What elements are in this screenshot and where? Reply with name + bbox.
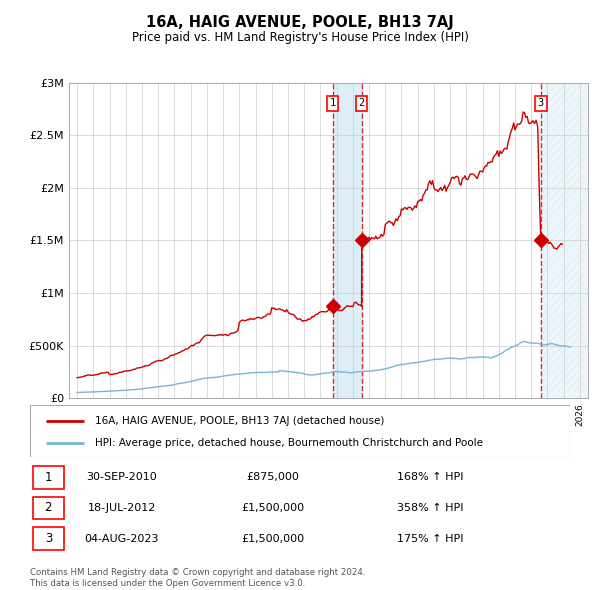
Text: 1: 1 xyxy=(44,471,52,484)
Bar xyxy=(541,83,588,398)
Text: 16A, HAIG AVENUE, POOLE, BH13 7AJ (detached house): 16A, HAIG AVENUE, POOLE, BH13 7AJ (detac… xyxy=(95,416,384,426)
Text: 2: 2 xyxy=(44,502,52,514)
Text: £1,500,000: £1,500,000 xyxy=(241,503,305,513)
Text: 358% ↑ HPI: 358% ↑ HPI xyxy=(397,503,464,513)
Text: 30-SEP-2010: 30-SEP-2010 xyxy=(86,473,157,483)
Text: 175% ↑ HPI: 175% ↑ HPI xyxy=(397,533,464,543)
Text: 1: 1 xyxy=(329,98,335,108)
Text: Contains HM Land Registry data © Crown copyright and database right 2024.: Contains HM Land Registry data © Crown c… xyxy=(30,568,365,576)
Text: Price paid vs. HM Land Registry's House Price Index (HPI): Price paid vs. HM Land Registry's House … xyxy=(131,31,469,44)
Text: 3: 3 xyxy=(44,532,52,545)
Text: 18-JUL-2012: 18-JUL-2012 xyxy=(88,503,156,513)
Text: 04-AUG-2023: 04-AUG-2023 xyxy=(85,533,159,543)
Bar xyxy=(33,466,64,489)
Text: £875,000: £875,000 xyxy=(247,473,299,483)
Text: 3: 3 xyxy=(538,98,544,108)
Text: This data is licensed under the Open Government Licence v3.0.: This data is licensed under the Open Gov… xyxy=(30,579,305,588)
Bar xyxy=(332,83,362,398)
Bar xyxy=(33,527,64,550)
Text: 16A, HAIG AVENUE, POOLE, BH13 7AJ: 16A, HAIG AVENUE, POOLE, BH13 7AJ xyxy=(146,15,454,30)
Text: £1,500,000: £1,500,000 xyxy=(241,533,305,543)
Bar xyxy=(33,497,64,519)
Text: 168% ↑ HPI: 168% ↑ HPI xyxy=(397,473,464,483)
Text: 2: 2 xyxy=(358,98,365,108)
Text: HPI: Average price, detached house, Bournemouth Christchurch and Poole: HPI: Average price, detached house, Bour… xyxy=(95,438,483,448)
